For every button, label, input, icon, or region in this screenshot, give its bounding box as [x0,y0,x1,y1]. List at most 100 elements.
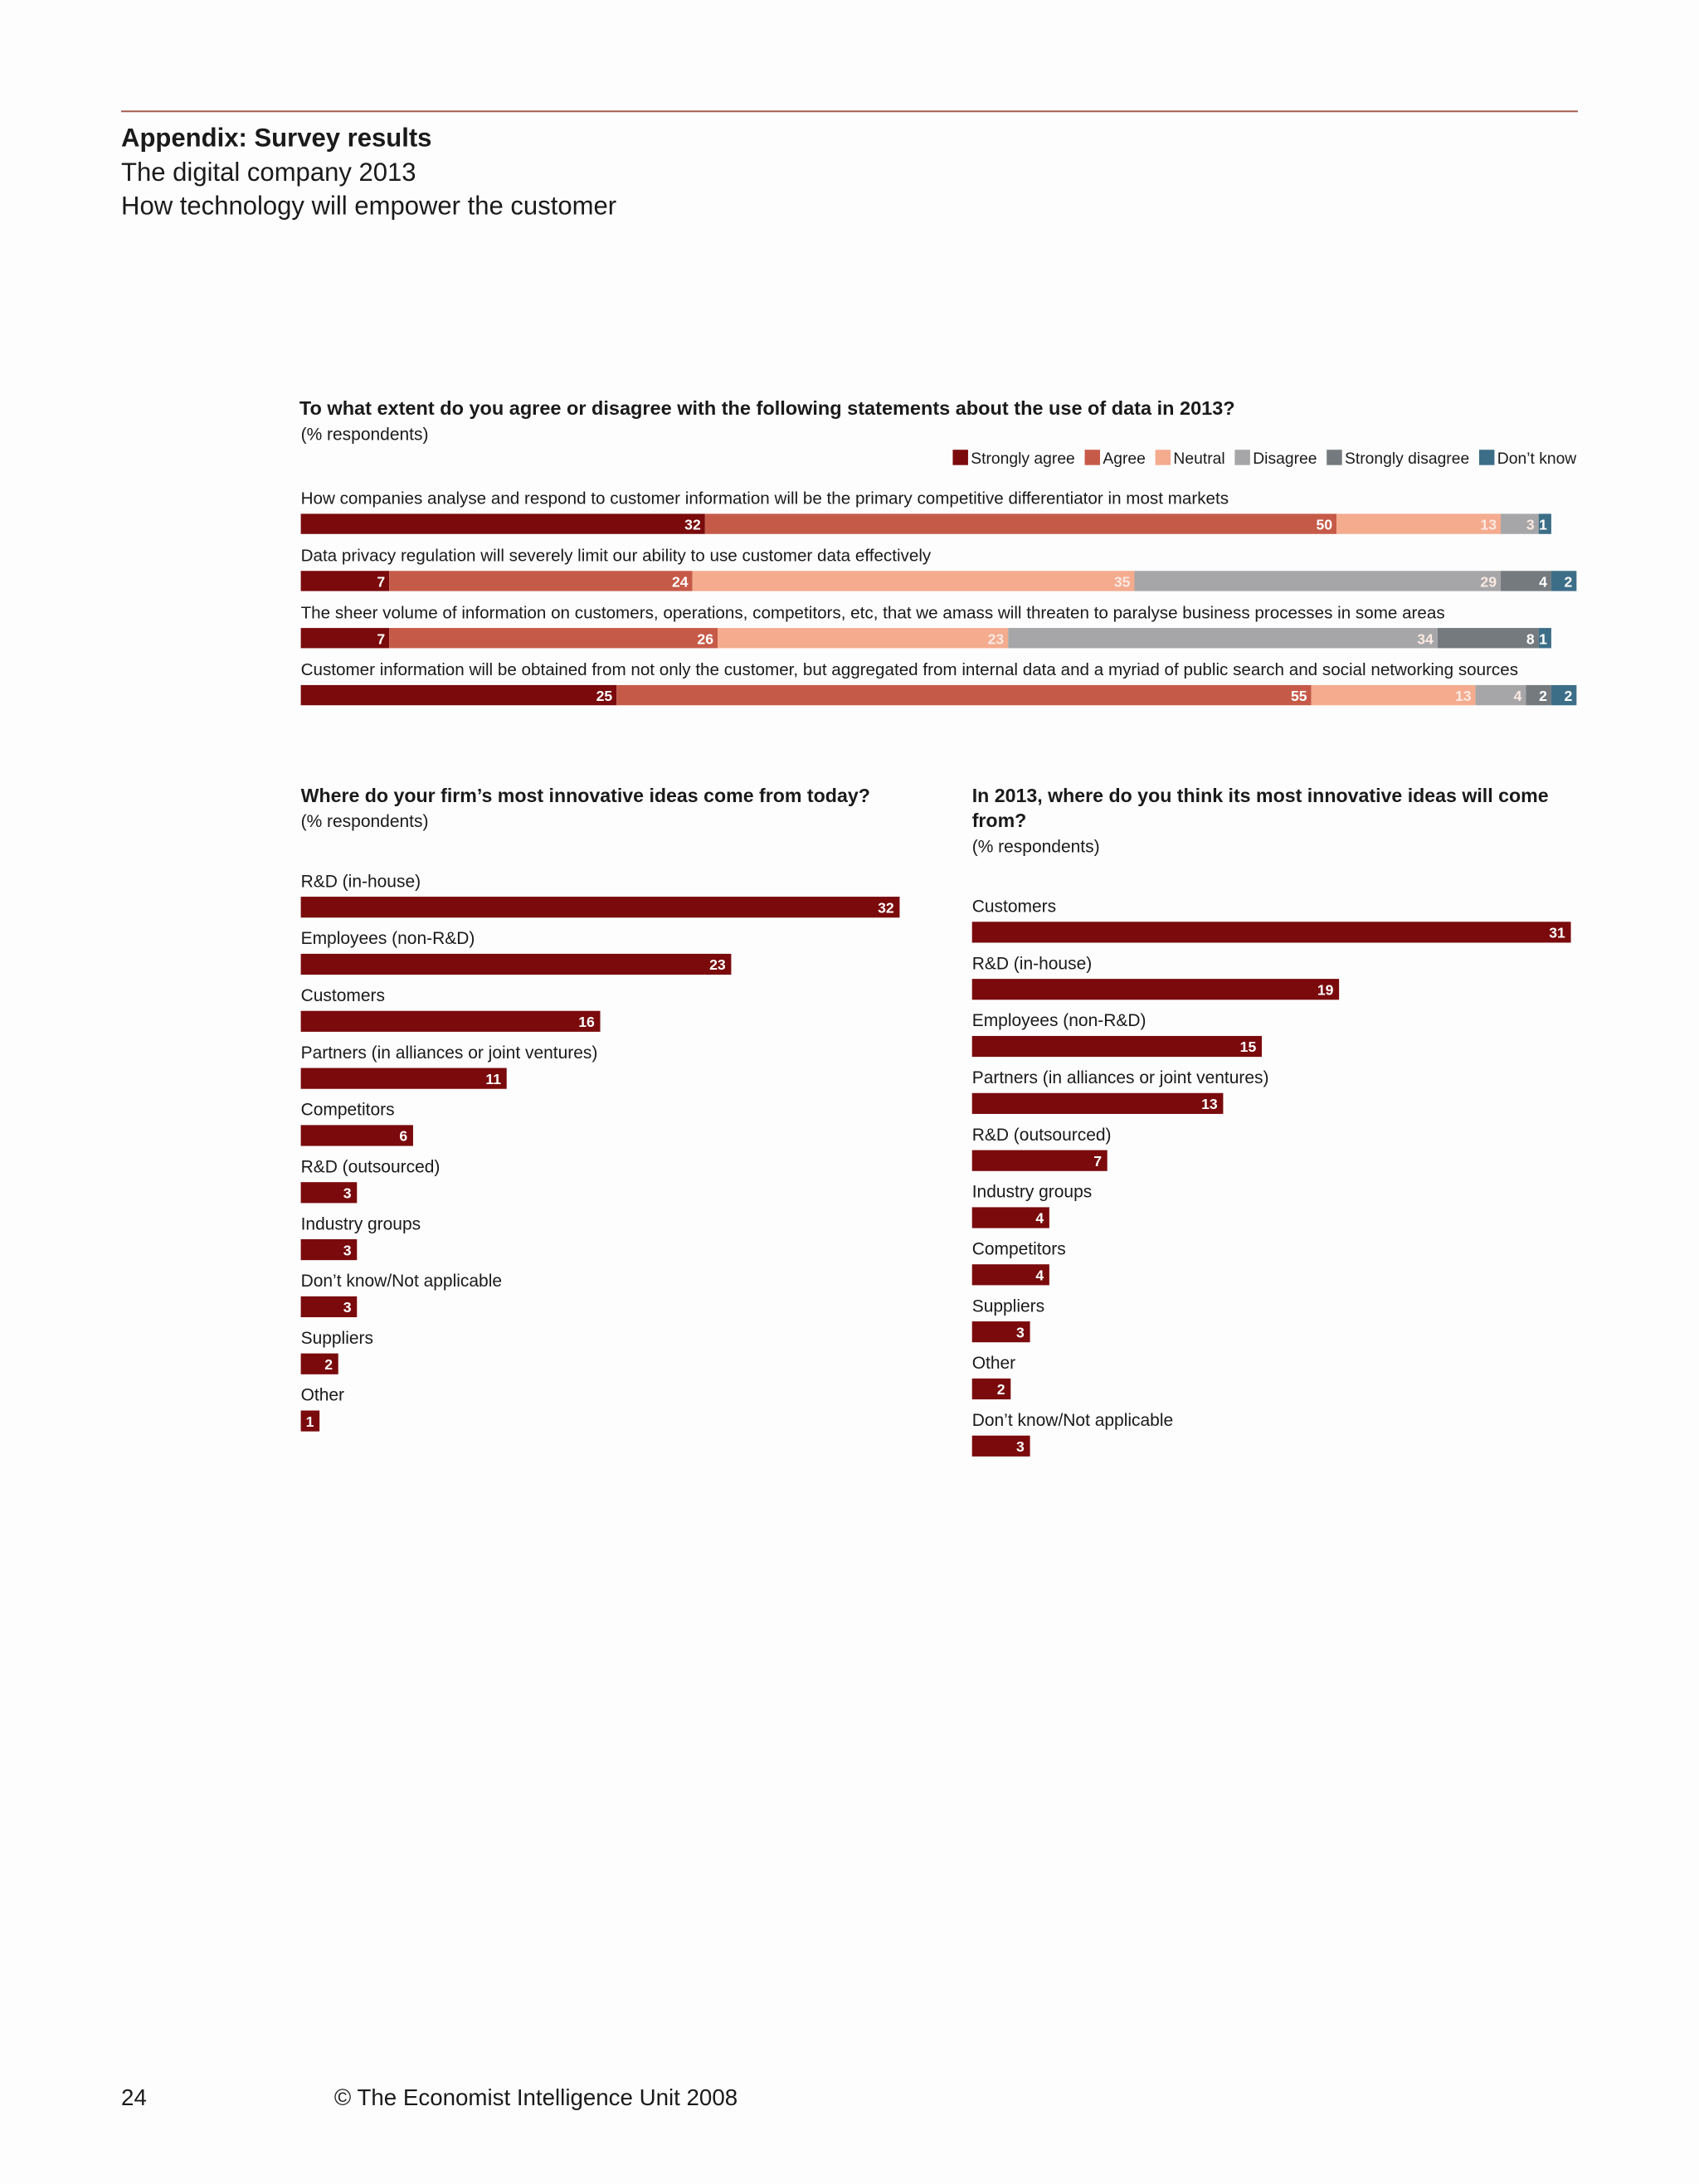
bar [300,1010,601,1032]
value-label: 19 [1317,981,1334,998]
value-label: 29 [1480,574,1497,591]
category-label: Partners (in alliances or joint ventures… [301,1043,598,1063]
value-label: 1 [1539,630,1547,647]
value-label: 50 [1316,517,1332,533]
category-label: Suppliers [972,1296,1044,1316]
bar [971,1435,1030,1457]
value-label: 16 [578,1014,595,1030]
bar [300,1239,358,1261]
legend-swatch [1478,450,1495,465]
value-label: 23 [709,956,726,973]
value-label: 25 [596,688,613,704]
bar-segment [1501,513,1539,534]
bar [971,1035,1262,1058]
bar [971,922,1571,943]
bar-segment [1336,513,1502,534]
copyright: © The Economist Intelligence Unit 2008 [334,2084,738,2110]
legend-swatch [1155,450,1171,465]
bar [971,1264,1049,1286]
value-label: 3 [1016,1438,1025,1455]
category-label: Customers [301,986,385,1005]
bar [971,1378,1011,1400]
category-label: R&D (outsourced) [301,1157,441,1176]
category-label: Don’t know/Not applicable [972,1411,1173,1430]
value-label: 13 [1455,688,1472,704]
category-label: Other [301,1386,344,1405]
bar-segment [1437,628,1539,649]
bar-segment [300,684,617,706]
bar-segment [1134,571,1502,591]
bar [971,1321,1030,1343]
bar [300,1068,507,1089]
category-label: Other [972,1354,1015,1373]
value-label: 31 [1549,925,1565,941]
value-label: 35 [1114,574,1131,591]
bar [300,1353,338,1374]
value-label: 32 [684,517,701,533]
bar-segment [616,684,1312,706]
bar-segment [389,571,693,591]
header-subtitle: The digital company 2013 [121,158,416,187]
value-label: 3 [1526,517,1535,533]
category-label: R&D (in-house) [301,872,421,891]
bar-segment [300,513,705,534]
value-label: 3 [343,1242,352,1258]
statement-label: How companies analyse and respond to cus… [301,489,1229,508]
value-label: 15 [1240,1038,1257,1055]
legend-swatch [1234,450,1250,465]
value-label: 26 [697,630,713,647]
value-label: 4 [1035,1210,1044,1227]
legend-label: Neutral [1173,450,1224,468]
header-subtitle: How technology will empower the customer [121,192,616,221]
header-title: Appendix: Survey results [121,123,431,152]
bar-segment [300,628,390,649]
bar-segment [1526,684,1551,706]
value-label: 3 [343,1299,352,1316]
chart-title: In 2013, where do you think its most inn… [972,785,1554,831]
bar-segment [300,571,390,591]
bar [971,979,1340,1000]
value-label: 3 [343,1184,352,1201]
statement-label: The sheer volume of information on custo… [301,603,1445,622]
bar [971,1150,1108,1171]
legend-swatch [1327,450,1342,465]
value-label: 13 [1201,1096,1218,1112]
category-label: Don’t know/Not applicable [301,1272,502,1291]
category-label: Competitors [301,1101,395,1120]
bar [300,953,732,975]
value-label: 4 [1514,688,1522,704]
category-label: Competitors [972,1239,1066,1258]
legend-label: Agree [1103,450,1145,468]
category-label: Industry groups [972,1183,1093,1202]
bar [300,897,900,918]
value-label: 2 [324,1356,333,1373]
bar-segment [1501,571,1551,591]
value-label: 55 [1291,688,1307,704]
value-label: 7 [1093,1153,1102,1170]
value-label: 4 [1035,1267,1044,1284]
page-number: 24 [121,2084,147,2110]
statement-label: Customer information will be obtained fr… [301,660,1518,679]
value-label: 1 [306,1413,314,1430]
value-label: 8 [1526,630,1535,647]
value-label: 2 [1539,688,1547,704]
value-label: 24 [672,574,689,591]
value-label: 32 [878,899,894,916]
bar-segment [1538,628,1551,649]
bar [300,1296,358,1318]
value-label: 13 [1480,517,1497,533]
bar [300,1410,320,1432]
value-label: 34 [1417,630,1434,647]
value-label: 7 [377,574,385,591]
category-label: Customers [972,897,1056,917]
bar-segment [692,571,1135,591]
value-label: 2 [997,1381,1005,1398]
value-label: 23 [988,630,1005,647]
legend-label: Strongly disagree [1345,450,1469,468]
value-label: 4 [1539,574,1547,591]
value-label: 11 [485,1071,501,1087]
chart-subtitle: (% respondents) [301,812,429,831]
category-label: R&D (in-house) [972,954,1093,973]
bar-segment [1551,571,1577,591]
